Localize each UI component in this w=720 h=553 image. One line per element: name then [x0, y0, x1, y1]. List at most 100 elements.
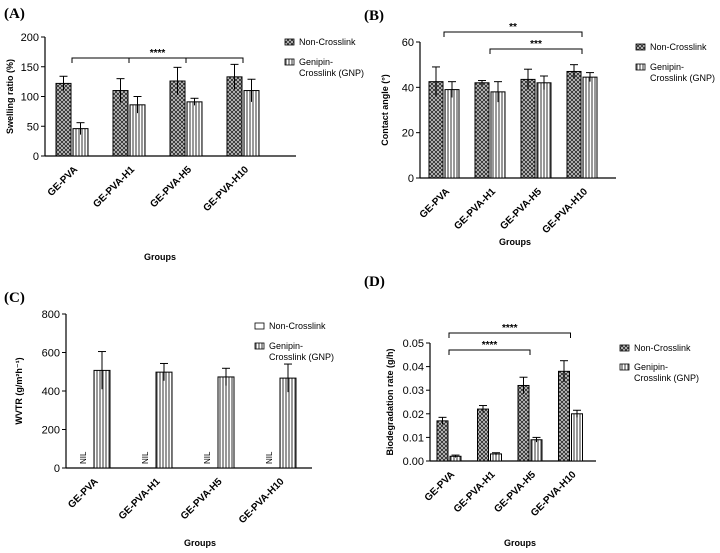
significance-label: ****: [482, 340, 498, 351]
panel-label: (B): [364, 8, 384, 24]
legend-label-line: Genipin-: [634, 362, 668, 372]
value-label-nil: NIL: [265, 451, 274, 464]
x-tick-label: GE-PVA: [46, 164, 80, 198]
legend-label-line: Non-Crosslink: [634, 343, 691, 353]
legend-label: Non-Crosslink: [634, 343, 691, 353]
y-tick-label: 0.03: [403, 385, 424, 397]
legend-swatch: [254, 342, 265, 350]
bracket-line: [448, 349, 531, 355]
y-tick-label: 0.00: [403, 456, 424, 468]
y-tick-label: 200: [21, 32, 39, 44]
legend-label-line: Crosslink (GNP): [634, 373, 699, 383]
bar-crosshatch: [566, 70, 582, 179]
legend-label: Non-Crosslink: [650, 42, 707, 52]
legend-label-line: Crosslink (GNP): [269, 352, 334, 362]
significance-label: ****: [502, 323, 518, 334]
bar-crosshatch: [474, 82, 490, 179]
y-tick-label: 20: [402, 128, 414, 140]
x-axis-label: Groups: [184, 538, 216, 548]
y-tick-label: 0.01: [403, 432, 424, 444]
legend-label: Genipin-Crosslink (GNP): [634, 362, 699, 383]
x-axis-label: Groups: [504, 538, 536, 548]
x-tick-label: GE-PVA-H5: [498, 186, 544, 232]
panel-label: (D): [364, 274, 385, 290]
legend-label: Non-Crosslink: [269, 321, 326, 331]
significance-bracket: ****: [448, 340, 531, 355]
bracket-line: [489, 48, 583, 54]
y-tick-label: 60: [402, 37, 414, 49]
x-tick-label: GE-PVA-H10: [540, 186, 590, 236]
y-tick-label: 0.04: [403, 362, 424, 374]
legend-label-line: Non-Crosslink: [269, 321, 326, 331]
bar-vertical: [444, 89, 460, 179]
y-tick-label: 800: [42, 309, 60, 321]
panel-label: (C): [4, 290, 25, 306]
legend-label-line: Crosslink (GNP): [299, 68, 364, 78]
legend-swatch: [635, 43, 646, 51]
y-tick-label: 0.05: [403, 338, 424, 350]
legend-label-line: Genipin-: [299, 57, 333, 67]
significance-label: ***: [530, 39, 542, 50]
y-tick-label: 600: [42, 348, 60, 360]
y-tick-label: 40: [402, 82, 414, 94]
x-tick-label: GE-PVA-H1: [452, 186, 498, 232]
bar-crosshatch: [520, 78, 536, 179]
x-tick-label: GE-PVA: [423, 469, 457, 503]
legend-label-line: Non-Crosslink: [650, 42, 707, 52]
bar-vertical: [217, 376, 235, 469]
bar-crosshatch: [436, 420, 449, 462]
x-tick-label: GE-PVA-H5: [148, 164, 194, 210]
bracket-line: [443, 31, 583, 37]
legend-label-line: Crosslink (GNP): [650, 73, 715, 83]
bar-vertical: [186, 101, 203, 157]
significance-bracket: ***: [489, 39, 583, 54]
chart-panel-0: (A) 0 50 100 150 200 Swelling ratio (%) Groups G…: [4, 6, 364, 262]
x-tick-label: GE-PVA: [66, 476, 100, 510]
bracket-line: [71, 57, 244, 63]
y-axis-label: WVTR (g/m²h⁻¹): [14, 357, 24, 424]
legend-swatch: [284, 38, 295, 46]
bar-crosshatch: [477, 408, 489, 462]
bar-crosshatch: [517, 384, 530, 462]
value-label-nil: NIL: [141, 451, 150, 464]
significance-label: ****: [150, 48, 166, 59]
legend-label-line: Genipin-: [269, 341, 303, 351]
legend-swatch: [284, 58, 295, 66]
x-tick-label: GE-PVA: [418, 186, 452, 220]
x-axis-label: Groups: [499, 237, 531, 247]
x-tick-label: GE-PVA-H5: [179, 476, 225, 522]
significance-bracket: ****: [71, 48, 244, 63]
x-tick-label: GE-PVA-H10: [237, 476, 287, 526]
y-tick-label: 100: [21, 92, 39, 104]
y-tick-label: 50: [27, 121, 39, 133]
y-axis-label: Swelling ratio (%): [5, 59, 15, 134]
legend-swatch: [254, 322, 265, 330]
y-tick-label: 150: [21, 62, 39, 74]
bracket-line: [448, 332, 571, 338]
value-label-nil: NIL: [203, 451, 212, 464]
bar-vertical: [571, 413, 583, 462]
x-tick-label: GE-PVA-H1: [452, 469, 498, 515]
bar-vertical: [155, 371, 173, 469]
legend-swatch: [619, 363, 630, 371]
panel-label: (A): [4, 6, 25, 22]
bar-vertical: [536, 82, 552, 179]
chart-panel-3: (D) 0.00 0.01 0.02 0.03 0.04 0.05 Biodegradatio…: [364, 274, 699, 548]
legend-swatch: [635, 63, 646, 71]
legend-label: Genipin-Crosslink (GNP): [269, 341, 334, 362]
y-tick-label: 0: [54, 463, 60, 475]
legend-label-line: Genipin-: [650, 62, 684, 72]
legend-label: Genipin-Crosslink (GNP): [299, 57, 364, 78]
legend-label: Genipin-Crosslink (GNP): [650, 62, 715, 83]
y-tick-label: 0: [33, 151, 39, 163]
significance-label: **: [509, 22, 517, 33]
legend-swatch: [619, 344, 630, 352]
legend-label-line: Non-Crosslink: [299, 37, 356, 47]
bar-vertical: [490, 91, 506, 179]
y-tick-label: 400: [42, 386, 60, 398]
x-tick-label: GE-PVA-H1: [91, 164, 137, 210]
bar-crosshatch: [55, 82, 72, 157]
